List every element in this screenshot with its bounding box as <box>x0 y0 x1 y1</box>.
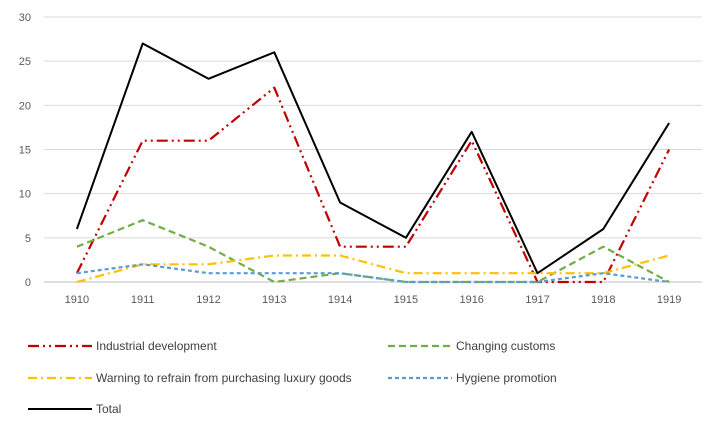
legend-label-hygiene-promotion: Hygiene promotion <box>456 371 557 385</box>
legend-label-industrial-development: Industrial development <box>96 339 217 353</box>
y-tick-label: 15 <box>19 145 31 157</box>
y-tick-label: 10 <box>19 189 31 201</box>
gridlines <box>44 16 702 283</box>
x-tick-label: 1915 <box>394 294 418 306</box>
series-line-total <box>75 42 670 275</box>
y-tick-label: 0 <box>25 277 31 289</box>
x-tick-label: 1910 <box>65 294 89 306</box>
y-tick-label: 30 <box>19 12 31 24</box>
legend-label-warning-to-refrain-from-purchasing-luxury-goods: Warning to refrain from purchasing luxur… <box>96 371 352 385</box>
y-tick-label: 20 <box>19 100 31 112</box>
series-line-industrial-development <box>75 86 671 284</box>
x-tick-label: 1919 <box>657 294 681 306</box>
x-tick-label: 1913 <box>262 294 286 306</box>
series-line-warning-to-refrain-from-purchasing-luxury-goods <box>76 254 670 284</box>
series-line-changing-customs <box>76 219 670 284</box>
x-tick-label: 1911 <box>131 294 155 306</box>
legend: Industrial development Changing customs Wa… <box>28 339 557 416</box>
y-tick-label: 25 <box>19 56 31 68</box>
x-tick-label: 1914 <box>328 294 352 306</box>
x-tick-label: 1918 <box>591 294 615 306</box>
legend-label-total: Total <box>96 402 121 416</box>
legend-label-changing-customs: Changing customs <box>456 339 555 353</box>
x-tick-label: 1916 <box>459 294 483 306</box>
x-axis-ticks: 1910 1911 1912 1913 1914 1915 1916 1917 1918 1919 <box>65 294 682 306</box>
x-tick-label: 1912 <box>196 294 220 306</box>
x-tick-label: 1917 <box>525 294 549 306</box>
series-line-hygiene-promotion <box>76 263 670 284</box>
y-tick-label: 5 <box>25 233 31 245</box>
y-axis-ticks: 0 5 10 15 20 25 30 <box>19 12 31 289</box>
series-lines <box>75 42 671 284</box>
